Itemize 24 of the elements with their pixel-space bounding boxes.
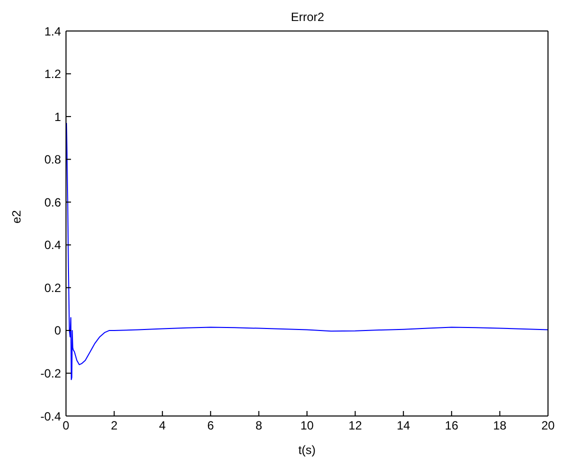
x-tick-label: 18 [493, 418, 507, 433]
x-tick-label: 20 [541, 418, 555, 433]
line-series [66, 122, 548, 380]
y-tick-label: -0.4 [40, 409, 62, 424]
x-tick-label: 6 [207, 418, 214, 433]
y-tick-label: 1.4 [44, 24, 62, 38]
x-tick-label: 2 [110, 418, 118, 433]
y-axis-title: e2 [9, 210, 24, 224]
y-tick-label: 0.8 [44, 152, 62, 167]
y-tick-label: 1.2 [44, 67, 62, 82]
x-axis-title: t(s) [298, 443, 316, 457]
y-tick-label: -0.2 [40, 366, 62, 380]
x-tick-label: 8 [255, 418, 262, 433]
y-tick-label: 1 [54, 110, 62, 124]
y-tick-label: 0.6 [44, 195, 62, 210]
x-tick-label: 10 [300, 418, 314, 433]
x-tick-label: 4 [159, 418, 166, 433]
x-tick-label: 12 [348, 418, 362, 433]
y-tick-label: 0.2 [44, 280, 62, 295]
x-tick-label: 14 [396, 418, 410, 433]
x-tick-label: 16 [444, 418, 459, 433]
y-tick-label: 0.4 [44, 238, 62, 252]
chart-title: Error2 [290, 10, 326, 24]
y-tick-label: 0 [54, 324, 62, 338]
